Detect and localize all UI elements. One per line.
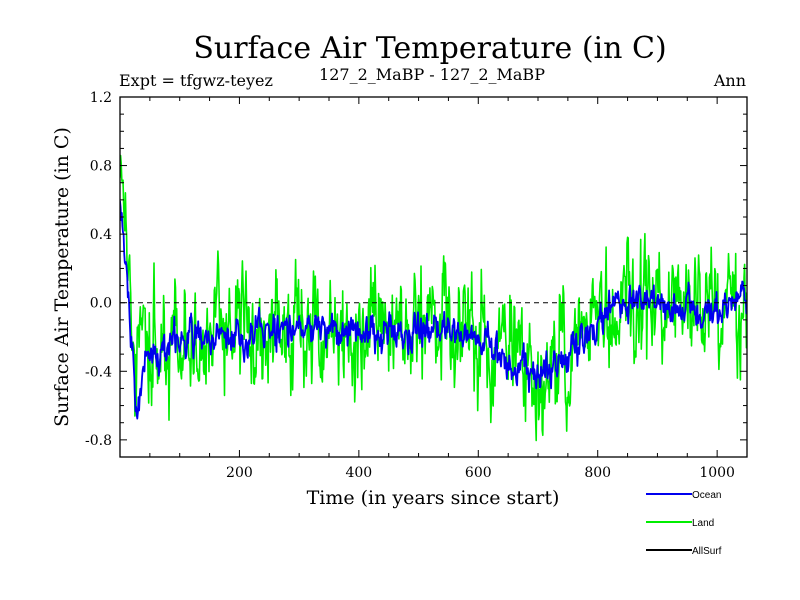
y-axis-label: Surface Air Temperature (in C)	[51, 127, 73, 427]
x-axis-label: Time (in years since start)	[307, 487, 560, 509]
legend-label-allsurf: AllSurf	[692, 546, 722, 557]
y-tick-label: 0.0	[90, 296, 112, 312]
series-line-land	[120, 154, 747, 442]
y-tick-label: 1.2	[90, 90, 112, 106]
legend: Ocean Land AllSurf	[646, 490, 722, 557]
x-tick-label: 1000	[699, 465, 735, 481]
legend-label-ocean: Ocean	[692, 490, 721, 501]
y-tick-label: 0.8	[90, 159, 112, 175]
chart-title: Surface Air Temperature (in C)	[193, 31, 666, 66]
plot-frame	[119, 96, 748, 458]
x-tick-label: 800	[584, 465, 611, 481]
x-tick-label: 400	[345, 465, 372, 481]
y-tick-label: 0.4	[90, 227, 112, 243]
y-tick-label: -0.8	[85, 433, 112, 449]
series-layer	[120, 154, 747, 442]
x-axis: 200 400 600 800 1000	[149, 97, 735, 481]
y-tick-label: -0.4	[85, 364, 112, 380]
chart-subtitle-season: Ann	[713, 71, 746, 90]
chart-subtitle-period: 127_2_MaBP - 127_2_MaBP	[319, 65, 545, 84]
x-tick-label: 200	[226, 465, 253, 481]
legend-label-land: Land	[692, 518, 714, 529]
x-tick-label: 600	[465, 465, 492, 481]
chart-subtitle-experiment: Expt = tfgwz-teyez	[119, 71, 273, 90]
y-axis: -0.8 -0.4 0.0 0.4 0.8 1.2	[85, 90, 747, 449]
